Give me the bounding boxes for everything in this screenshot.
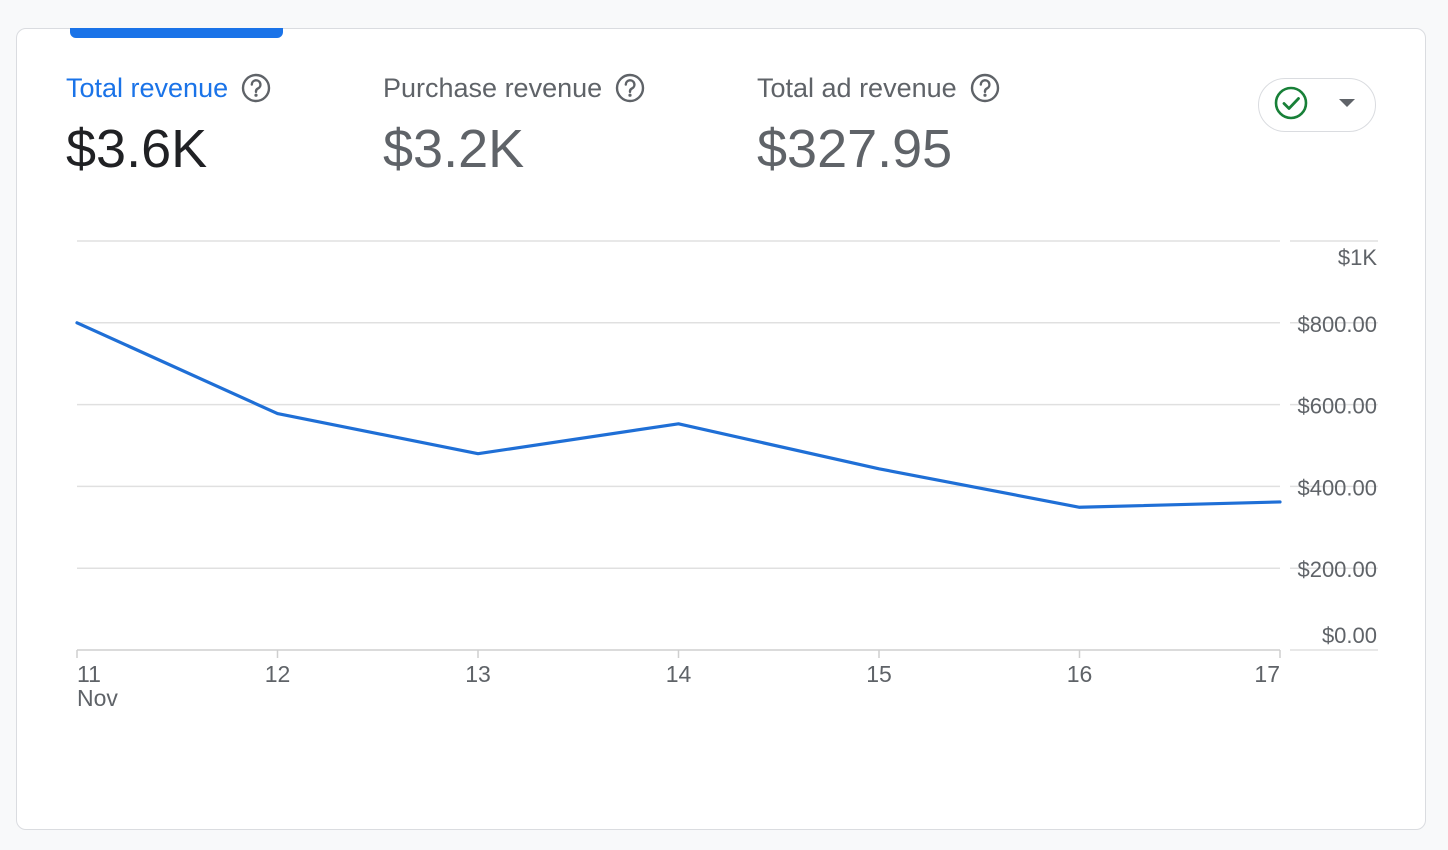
y-tick-label: $1K (1338, 245, 1377, 270)
metric-total-ad-revenue[interactable]: Total ad revenue $327.95 (757, 72, 1001, 180)
series-line (75, 321, 1282, 509)
y-tick-label: $400.00 (1297, 475, 1377, 500)
metric-value: $327.95 (757, 119, 953, 179)
x-tick-label: 12 (265, 661, 291, 687)
metric-purchase-revenue[interactable]: Purchase revenue $3.2K (383, 72, 646, 180)
x-tick-sublabel: Nov (77, 685, 118, 711)
help-icon[interactable] (614, 72, 646, 104)
x-tick-label: 17 (1254, 661, 1280, 687)
y-tick-label: $600.00 (1297, 394, 1377, 419)
x-tick-label: 16 (1067, 661, 1093, 687)
x-tick-label: 13 (465, 661, 491, 687)
x-tick-label: 14 (666, 661, 692, 687)
help-icon[interactable] (240, 72, 272, 104)
revenue-card (16, 28, 1426, 830)
y-tick-label: $800.00 (1297, 312, 1377, 337)
metric-label: Purchase revenue (383, 72, 603, 103)
metric-label: Total revenue (66, 72, 229, 103)
metric-value: $3.2K (383, 119, 525, 179)
metric-value: $3.6K (66, 119, 208, 179)
x-tick-label: 11 (77, 661, 101, 687)
y-tick-label: $200.00 (1297, 557, 1377, 582)
compare-dropdown-button[interactable] (1258, 78, 1376, 132)
metric-total-revenue[interactable]: Total revenue $3.6K (66, 72, 272, 180)
arrow-drop-down-icon (1337, 96, 1357, 114)
metric-label: Total ad revenue (757, 72, 957, 103)
y-tick-label: $0.00 (1322, 623, 1377, 648)
check-circle-icon (1273, 85, 1309, 126)
active-tab-indicator (70, 28, 283, 38)
x-tick-label: 15 (866, 661, 892, 687)
help-icon[interactable] (969, 72, 1001, 104)
